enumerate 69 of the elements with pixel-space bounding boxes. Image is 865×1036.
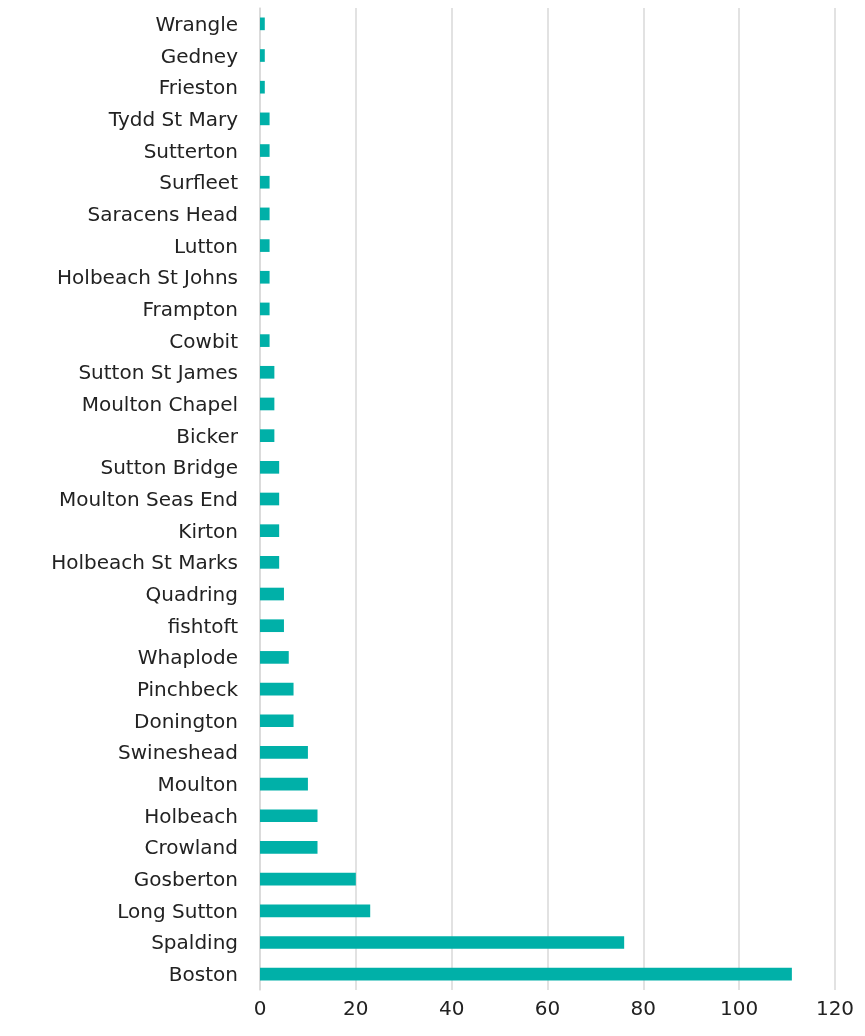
y-tick-label: Moulton (157, 772, 238, 797)
y-tick-label: Tydd St Mary (107, 106, 239, 131)
y-tick-label: Holbeach (144, 803, 238, 828)
y-tick-label: Bicker (176, 423, 239, 448)
bar (260, 207, 270, 221)
y-tick-label: Moulton Chapel (81, 391, 238, 416)
y-tick-label: Donington (134, 708, 238, 733)
bar (260, 492, 280, 506)
bar (260, 714, 294, 728)
bar (260, 967, 792, 981)
y-tick-label: Sutton St James (78, 360, 238, 385)
x-tick-label: 80 (630, 996, 657, 1020)
x-tick-label: 0 (253, 996, 267, 1020)
y-tick-label: Boston (168, 962, 238, 987)
y-tick-label: Saracens Head (87, 201, 238, 226)
bar (260, 334, 270, 347)
bar (260, 841, 318, 854)
y-tick-label: Gosberton (133, 867, 238, 892)
x-tick-label: 20 (343, 996, 369, 1020)
bar (260, 17, 265, 31)
bar (260, 270, 270, 284)
y-tick-label: Moulton Seas End (59, 487, 238, 511)
y-tick-label: Pinchbeck (136, 677, 239, 702)
bar (260, 936, 625, 949)
y-tick-label: Sutterton (143, 138, 238, 163)
y-tick-label: Surfleet (159, 170, 239, 195)
bar (260, 144, 270, 157)
bar (260, 872, 356, 886)
y-tick-label: Quadring (145, 582, 238, 607)
bar (260, 904, 371, 918)
y-tick-label: Spalding (151, 930, 238, 955)
y-tick-label: Frieston (158, 75, 238, 100)
bar (260, 651, 289, 664)
bar (260, 80, 265, 94)
x-tick-label: 40 (438, 996, 465, 1020)
y-tick-label: fishtoft (167, 613, 239, 638)
x-tick-label: 100 (720, 996, 759, 1020)
y-tick-label: Lutton (173, 233, 238, 258)
bar (260, 460, 280, 474)
bar (260, 239, 270, 252)
y-tick-label: Long Sutton (117, 898, 238, 923)
y-tick-label: Wrangle (155, 11, 238, 36)
bar (260, 746, 308, 759)
y-tick-label: Gedney (160, 43, 239, 68)
bar (260, 49, 265, 62)
bar (260, 777, 308, 791)
bar (260, 524, 280, 538)
y-tick-label: Sutton Bridge (100, 455, 238, 480)
y-tick-label: Whaplode (137, 645, 238, 670)
bar (260, 682, 294, 696)
bar (260, 587, 284, 601)
bar (260, 365, 275, 379)
y-tick-label: Kirton (178, 518, 238, 543)
y-tick-label: Cowbit (169, 328, 239, 353)
bar (260, 619, 284, 633)
x-tick-label: 120 (815, 996, 855, 1020)
y-tick-label: Holbeach St Marks (51, 550, 238, 575)
bar (260, 556, 280, 569)
bar (260, 809, 318, 823)
bar (260, 397, 275, 411)
bar (260, 429, 275, 442)
y-tick-label: Swineshead (118, 740, 238, 765)
y-tick-label: Holbeach St Johns (57, 265, 238, 290)
x-tick-label: 60 (534, 996, 561, 1020)
bar (260, 112, 270, 126)
bar (260, 175, 270, 189)
bar (260, 302, 270, 316)
y-tick-label: Frampton (142, 296, 238, 321)
y-tick-label: Crowland (144, 835, 238, 860)
